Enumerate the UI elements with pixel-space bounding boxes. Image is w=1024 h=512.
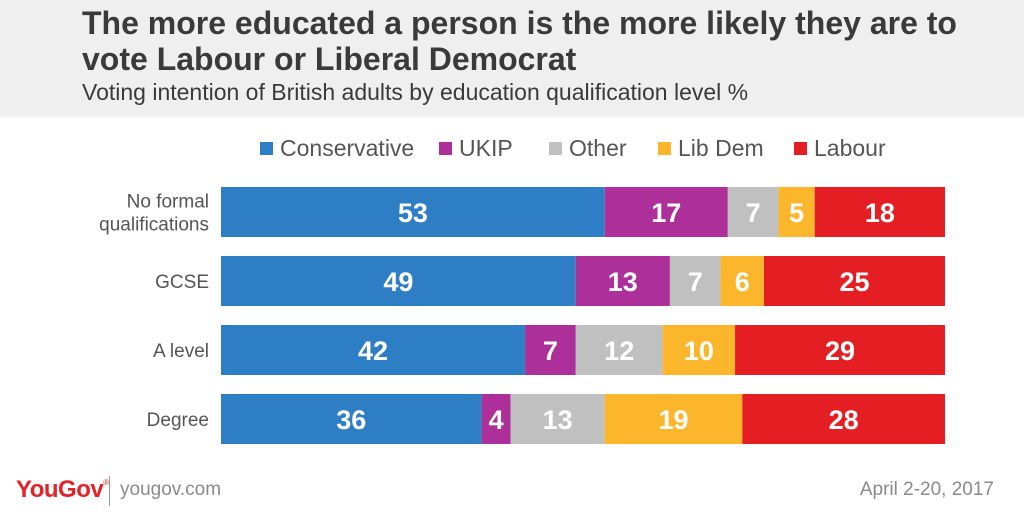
bar-gcse-ukip <box>575 256 670 306</box>
brand-name: YouGov <box>16 476 104 503</box>
legend-label-lib-dem: Lib Dem <box>678 134 764 161</box>
bar-degree-lib-dem <box>604 394 743 444</box>
value-label-a-level-lib-dem: 10 <box>684 336 714 366</box>
bar-gcse-other <box>669 256 721 306</box>
value-label-degree-other: 13 <box>543 405 573 435</box>
category-label-gcse: GCSE <box>155 272 209 293</box>
bar-a-level-labour <box>735 325 945 375</box>
header-band: The more educated a person is the more l… <box>0 0 1024 117</box>
legend-label-ukip: UKIP <box>459 134 513 161</box>
bar-degree-ukip <box>481 394 511 444</box>
legend-label-labour: Labour <box>814 134 886 161</box>
yougov-logo: YouGov® <box>16 476 109 504</box>
value-label-a-level-labour: 29 <box>825 336 855 366</box>
value-label-a-level-conservative: 42 <box>358 336 388 366</box>
bar-no-formal-qualifications-labour <box>814 187 945 237</box>
legend-label-other: Other <box>569 134 627 161</box>
legend-item-conservative: Conservative <box>260 134 414 162</box>
value-label-gcse-labour: 25 <box>839 267 869 297</box>
value-label-no-formal-qualifications-conservative: 53 <box>398 198 428 228</box>
value-label-a-level-ukip: 7 <box>543 336 558 366</box>
bar-a-level-ukip <box>525 325 576 375</box>
legend-item-other: Other <box>549 134 627 162</box>
category-label-a-level: A level <box>153 341 209 362</box>
value-label-no-formal-qualifications-labour: 18 <box>865 198 895 228</box>
legend-swatch-ukip <box>439 141 452 155</box>
bar-no-formal-qualifications-ukip <box>604 187 728 237</box>
bar-gcse-conservative <box>221 256 576 306</box>
bar-gcse-lib-dem <box>720 256 764 306</box>
bar-degree-conservative <box>221 394 482 444</box>
bar-no-formal-qualifications-other <box>727 187 779 237</box>
legend-label-conservative: Conservative <box>280 134 415 161</box>
value-label-no-formal-qualifications-ukip: 17 <box>651 198 681 228</box>
value-label-degree-ukip: 4 <box>489 405 504 435</box>
bar-no-formal-qualifications-lib-dem <box>778 187 815 237</box>
footer-date: April 2-20, 2017 <box>859 479 994 500</box>
legend: Conservative UKIP Other Lib Dem Labour <box>0 134 1024 162</box>
bar-degree-other <box>510 394 605 444</box>
value-label-degree-labour: 28 <box>829 405 859 435</box>
value-label-no-formal-qualifications-other: 7 <box>746 198 761 228</box>
footer-site: yougov.com <box>120 479 222 500</box>
brand-mark: ® <box>103 478 109 487</box>
bar-a-level-lib-dem <box>662 325 736 375</box>
value-label-a-level-other: 12 <box>604 336 634 366</box>
chart-title: The more educated a person is the more l… <box>82 5 957 77</box>
legend-swatch-other <box>549 141 562 155</box>
category-label-no-formal-qualifications: No formal qualifications <box>99 192 209 236</box>
value-label-gcse-other: 7 <box>688 267 703 297</box>
value-label-degree-lib-dem: 19 <box>658 405 688 435</box>
category-label-degree: Degree <box>147 410 209 431</box>
legend-swatch-lib-dem <box>658 141 671 155</box>
value-label-degree-conservative: 36 <box>336 405 366 435</box>
footer-divider <box>109 476 110 506</box>
legend-swatch-labour <box>794 141 807 155</box>
legend-item-ukip: UKIP <box>439 134 513 162</box>
bar-gcse-labour <box>764 256 945 306</box>
legend-swatch-conservative <box>260 141 273 155</box>
value-label-no-formal-qualifications-lib-dem: 5 <box>789 198 804 228</box>
bar-degree-labour <box>742 394 945 444</box>
bar-no-formal-qualifications-conservative <box>221 187 605 237</box>
bar-a-level-conservative <box>221 325 526 375</box>
chart-subtitle: Voting intention of British adults by ed… <box>82 79 749 105</box>
value-label-gcse-lib-dem: 6 <box>735 267 750 297</box>
value-label-gcse-ukip: 13 <box>608 267 638 297</box>
legend-item-lib-dem: Lib Dem <box>658 134 764 162</box>
value-label-gcse-conservative: 49 <box>383 267 413 297</box>
legend-item-labour: Labour <box>794 134 886 162</box>
bar-a-level-other <box>575 325 663 375</box>
